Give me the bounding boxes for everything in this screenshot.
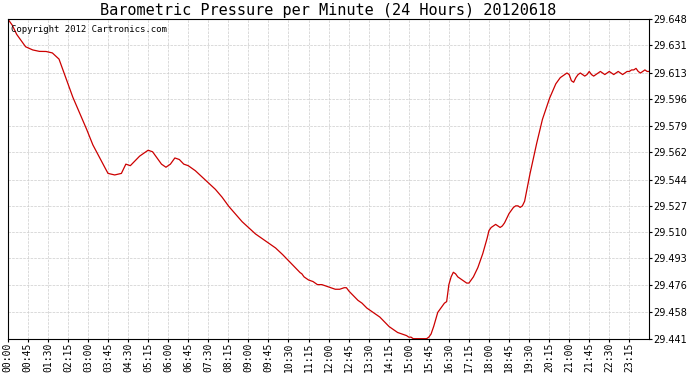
Title: Barometric Pressure per Minute (24 Hours) 20120618: Barometric Pressure per Minute (24 Hours… (100, 3, 556, 18)
Text: Copyright 2012 Cartronics.com: Copyright 2012 Cartronics.com (11, 26, 167, 34)
